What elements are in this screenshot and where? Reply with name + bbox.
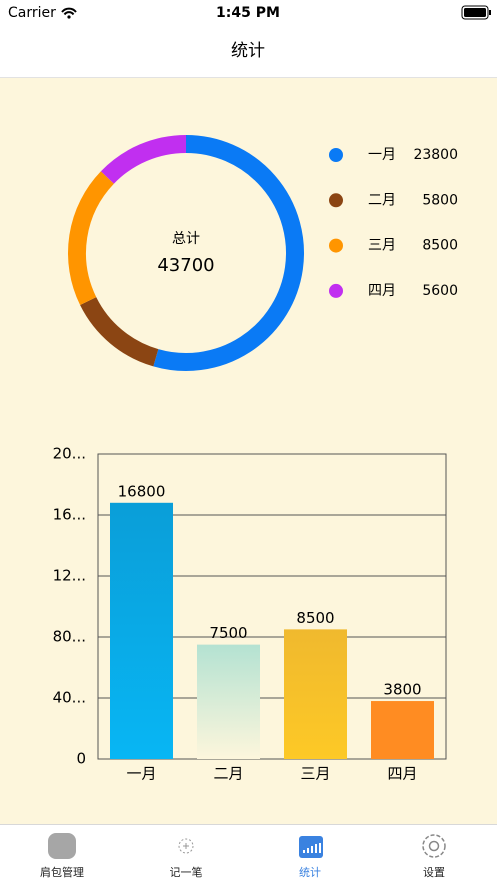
tab-label[interactable]: 肩包管理: [40, 865, 84, 879]
y-tick-label: 80...: [53, 628, 86, 646]
x-tick-label: 三月: [300, 765, 330, 783]
legend-label: 三月: [368, 238, 396, 254]
battery-fill: [464, 8, 486, 17]
carrier: Carrier: [8, 5, 56, 21]
y-tick-label: 40...: [53, 689, 86, 707]
tab-icon-gear[interactable]: [422, 834, 446, 858]
tab-label[interactable]: 统计: [299, 866, 321, 879]
bar-value-label: 3800: [383, 681, 421, 699]
tab-icon-add[interactable]: [178, 838, 194, 854]
wifi-dot: [67, 15, 71, 19]
x-tick-label: 一月: [126, 765, 156, 783]
legend-value: 5800: [422, 192, 458, 208]
tab-icon-stats-bars: [303, 843, 321, 853]
plot-frame: [97, 453, 447, 760]
bar-value-label: 7500: [209, 624, 247, 642]
tabbar-bg: [0, 824, 497, 883]
x-tick-label: 二月: [213, 765, 243, 783]
legend-dot: [329, 283, 343, 298]
battery-outline: [461, 5, 489, 20]
donut-segment: [153, 135, 304, 371]
header-bg: [0, 0, 497, 78]
legend-dot: [329, 238, 343, 253]
legend-label: 二月: [368, 192, 396, 208]
tab-icon-gear-hub: [428, 840, 440, 852]
donut-segment: [80, 296, 159, 367]
battery-cap: [489, 10, 491, 15]
legend-dot: [329, 148, 343, 162]
y-tick-label: 16...: [53, 506, 86, 524]
tab-icon-bag[interactable]: [48, 833, 76, 859]
nav-title: 统计: [231, 41, 265, 61]
legend-label: 四月: [368, 283, 396, 299]
x-tick-label: 四月: [387, 765, 417, 783]
bar-value-label: 16800: [118, 482, 166, 500]
center-label: 总计: [172, 231, 200, 247]
clock: 1:45 PM: [216, 5, 280, 21]
bar-value-label: 8500: [296, 609, 334, 627]
y-tick-label: 0: [76, 750, 86, 768]
bar: [284, 629, 347, 759]
bar: [197, 644, 260, 759]
tab-label[interactable]: 记一笔: [170, 865, 203, 879]
donut-segment: [100, 135, 187, 184]
center-total: 43700: [157, 255, 214, 276]
wifi-icon: [61, 7, 77, 16]
legend-dot: [329, 193, 343, 208]
y-tick-label: 20...: [53, 445, 86, 463]
legend-value: 5600: [422, 283, 458, 299]
legend-value: 8500: [422, 238, 458, 254]
donut-segment: [68, 171, 115, 306]
legend-label: 一月: [368, 147, 396, 163]
bar: [110, 502, 173, 759]
tab-icon-add-plus: [183, 843, 189, 849]
bar: [371, 701, 434, 759]
y-tick-label: 12...: [53, 567, 86, 585]
legend-value: 23800: [413, 147, 458, 163]
tab-label[interactable]: 设置: [423, 866, 445, 879]
